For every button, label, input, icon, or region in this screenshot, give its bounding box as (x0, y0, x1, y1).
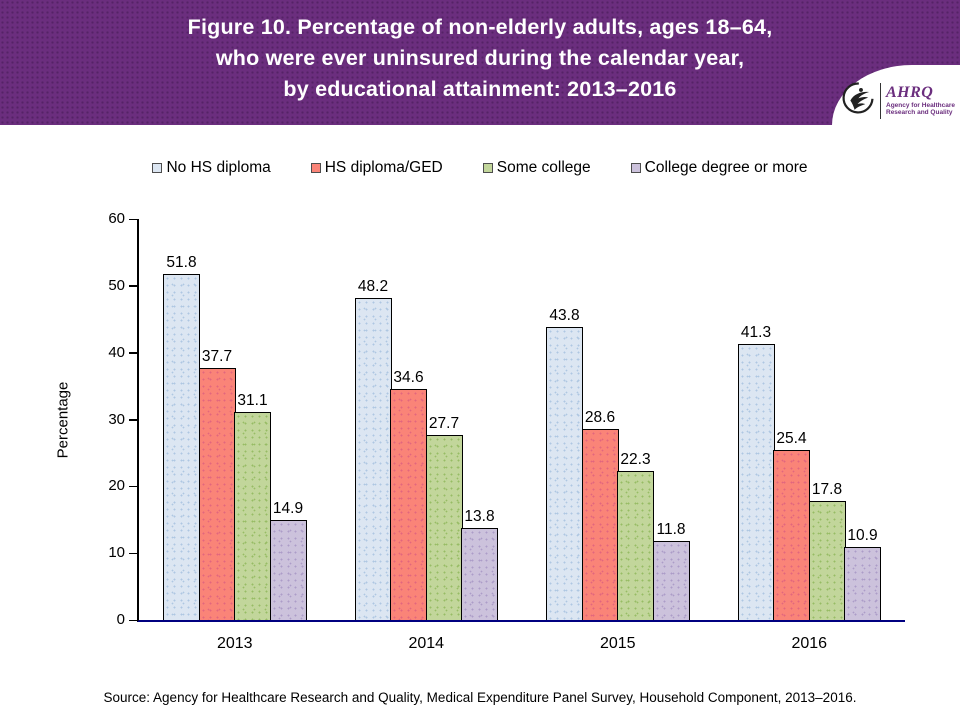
legend-swatch (630, 163, 641, 173)
legend-item-no-hs-diploma: No HS diploma (152, 159, 271, 177)
bar-2014-college-degree-or-more: 13.8 (461, 508, 498, 620)
y-tick-label: 20 (108, 477, 125, 495)
y-axis-title: Percentage (54, 381, 72, 459)
bar-2016-no-hs-diploma: 41.3 (737, 324, 775, 620)
bar-group-2014: 48.2 34.6 27.7 13.8 (331, 219, 523, 620)
logo-acronym: AHRQ (886, 83, 934, 101)
source-note: Source: Agency for Healthcare Research a… (103, 690, 857, 705)
bar-2013-hs-diploma-ged: 37.7 (198, 348, 236, 620)
legend-swatch (152, 163, 163, 173)
y-tick-mark (129, 619, 137, 621)
bar-group-2013: 51.8 37.7 31.1 14.9 (139, 219, 331, 620)
figure-title-line-1: Figure 10. Percentage of non-elderly adu… (187, 15, 773, 39)
legend-item-hs-diploma-ged: HS diploma/GED (310, 159, 443, 177)
x-tick-label-2016: 2016 (791, 635, 828, 652)
logo-tagline: Agency for Healthcare Research and Quali… (886, 102, 955, 117)
bar-2015-hs-diploma-ged: 28.6 (581, 409, 619, 620)
bar-group-2016: 41.3 25.4 17.8 10.9 (714, 219, 906, 620)
bar-2016-some-college: 17.8 (808, 481, 846, 620)
legend-label: College degree or more (644, 159, 808, 176)
header-banner: Figure 10. Percentage of non-elderly adu… (0, 0, 960, 125)
logo-tagline-line-2: Research and Quality (886, 109, 953, 116)
x-tick-label-2015: 2015 (599, 635, 636, 652)
logo-divider (879, 82, 881, 119)
legend-label: HS diploma/GED (324, 159, 443, 176)
bar-2013-no-hs-diploma: 51.8 (163, 254, 200, 620)
plot-area: 0 10 20 30 40 50 60 51.8 37.7 31.1 14.9 2013 48.2 34.… (108, 211, 906, 652)
y-tick-label: 10 (108, 544, 125, 562)
bar-value-label: 13.8 (464, 507, 495, 525)
hhs-eagle-icon (841, 81, 875, 120)
figure-title-line-2: who were ever uninsured during the calen… (215, 46, 745, 70)
y-tick-label: 60 (108, 210, 125, 227)
x-tick-label-2014: 2014 (408, 635, 445, 652)
y-tick-label: 0 (116, 611, 125, 628)
legend-item-college-degree-or-more: College degree or more (630, 159, 808, 177)
bar-value-label: 22.3 (620, 450, 651, 468)
logo-text: AHRQ Agency for Healthcare Research and … (886, 83, 955, 117)
y-tick-mark (129, 285, 137, 287)
y-tick-mark (129, 218, 137, 220)
bar-value-label: 10.9 (847, 527, 878, 545)
y-tick-label: 50 (108, 276, 125, 294)
bar-value-label: 31.1 (237, 392, 268, 410)
bar-value-label: 27.7 (428, 414, 460, 432)
bar-value-label: 37.7 (201, 348, 233, 366)
figure-title-line-3: by educational attainment: 2013–2016 (283, 77, 677, 101)
bar-value-label: 34.6 (393, 368, 424, 386)
bar-2013-college-degree-or-more: 14.9 (269, 500, 307, 620)
bar-2014-hs-diploma-ged: 34.6 (390, 369, 427, 620)
bar-value-label: 51.8 (166, 253, 197, 271)
bar-value-label: 28.6 (584, 408, 616, 426)
legend-swatch (310, 163, 321, 173)
bar-value-label: 48.2 (357, 277, 389, 295)
figure-title: Figure 10. Percentage of non-elderly adu… (0, 0, 960, 105)
bar-value-label: 43.8 (549, 307, 580, 325)
y-tick-label: 30 (108, 410, 125, 428)
bar-group-2015: 43.8 28.6 22.3 11.8 (522, 219, 714, 620)
bar-value-label: 17.8 (811, 481, 843, 499)
bar-2015-college-degree-or-more: 11.8 (652, 521, 690, 620)
bar-2015-some-college: 22.3 (617, 451, 654, 620)
bar-2016-hs-diploma-ged: 25.4 (773, 430, 810, 620)
y-tick-mark (129, 552, 137, 555)
bar-2015-no-hs-diploma: 43.8 (546, 307, 583, 620)
bar-2014-no-hs-diploma: 48.2 (354, 278, 392, 620)
bar-2016-college-degree-or-more: 10.9 (844, 527, 881, 620)
bar-value-label: 11.8 (656, 521, 686, 539)
legend-label: Some college (496, 159, 591, 176)
y-tick-mark (129, 485, 137, 488)
y-tick-mark (129, 352, 137, 354)
y-tick-label: 40 (108, 343, 125, 361)
ahrq-logo-content: AHRQ Agency for Healthcare Research and … (841, 81, 955, 120)
legend-label: No HS diploma (166, 159, 271, 176)
legend-item-some-college: Some college (482, 159, 591, 177)
x-tick-label-2013: 2013 (216, 635, 253, 652)
bar-2013-some-college: 31.1 (234, 392, 271, 620)
bar-value-label: 14.9 (272, 500, 304, 518)
bar-2014-some-college: 27.7 (425, 415, 463, 620)
bar-value-label: 41.3 (740, 323, 772, 341)
chart-legend: No HS diploma HS diploma/GED Some college C… (0, 159, 960, 177)
y-tick-mark (129, 419, 137, 421)
bar-value-label: 25.4 (776, 430, 807, 448)
logo-tagline-line-1: Agency for Healthcare (886, 101, 955, 109)
legend-swatch (482, 163, 493, 173)
